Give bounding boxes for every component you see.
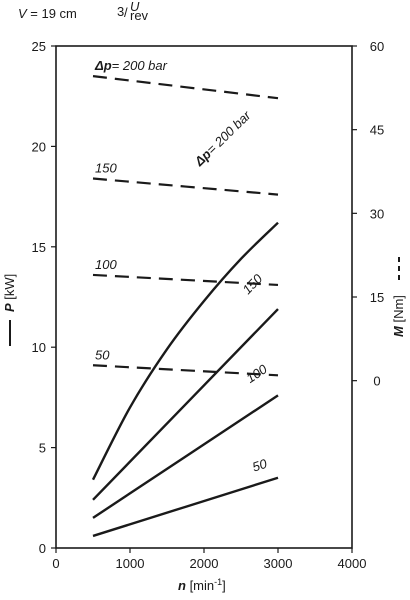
ticks: 0 1000 2000 3000 4000 0 5 10 15 20 25 0 15 30 45 60 bbox=[32, 39, 385, 571]
y-axis-right-label: M [Nm] bbox=[391, 254, 406, 337]
y-axis-left-unit: [kW] bbox=[2, 274, 17, 304]
x-tick-label: 3000 bbox=[264, 556, 293, 571]
torque-label-value: 50 bbox=[95, 347, 110, 362]
power-line-2 bbox=[92, 308, 279, 501]
y-left-tick-label: 10 bbox=[32, 340, 46, 355]
power-label-value: 50 bbox=[250, 456, 269, 475]
x-tick-label: 0 bbox=[52, 556, 59, 571]
y-left-tick-label: 5 bbox=[39, 441, 46, 456]
series bbox=[91, 75, 279, 538]
y-right-tick-label: 60 bbox=[370, 39, 384, 54]
y-left-tick-label: 20 bbox=[32, 139, 46, 154]
y-axis-left-label: P [kW] bbox=[2, 274, 17, 346]
torque-line-2 bbox=[92, 177, 279, 196]
torque-label-prefix: Δp bbox=[94, 58, 112, 73]
y-axis-right-unit: [Nm] bbox=[391, 295, 406, 326]
displacement-label: V = 19 cm bbox=[18, 6, 77, 21]
torque-label-value: 100 bbox=[95, 257, 117, 272]
power-label-value: 100 bbox=[243, 361, 270, 386]
power-label-value: 150 bbox=[239, 271, 265, 298]
torque-label-2: 150 bbox=[95, 161, 117, 176]
y-right-tick-label: 0 bbox=[373, 374, 380, 389]
displacement-value: = 19 cm bbox=[27, 6, 77, 21]
power-line-1 bbox=[92, 394, 279, 519]
x-tick-label: 1000 bbox=[116, 556, 145, 571]
x-axis-unit-exponent: -1 bbox=[214, 577, 222, 587]
displacement-unit-top: U bbox=[130, 0, 140, 14]
power-label-2: 150 bbox=[239, 271, 265, 298]
x-axis-unit: [min bbox=[186, 578, 214, 593]
displacement-unit-slash: / bbox=[124, 5, 128, 20]
power-label-value: = 200 bar bbox=[204, 107, 255, 157]
power-line-0 bbox=[92, 476, 279, 538]
power-label-0: 50 bbox=[250, 456, 269, 475]
y-axis-right-symbol: M bbox=[391, 325, 406, 337]
y-left-tick-label: 15 bbox=[32, 240, 46, 255]
y-right-tick-label: 15 bbox=[370, 290, 384, 305]
svg-text:M [Nm]: M [Nm] bbox=[391, 295, 406, 337]
power-label-1: 100 bbox=[243, 361, 270, 386]
torque-label-value: = 200 bar bbox=[112, 58, 168, 73]
y-right-tick-label: 45 bbox=[370, 123, 384, 138]
power-line-3 bbox=[91, 221, 279, 481]
y-left-tick-label: 25 bbox=[32, 39, 46, 54]
torque-label-0: 50 bbox=[95, 347, 110, 362]
y-left-tick-label: 0 bbox=[39, 541, 46, 556]
x-tick-label: 4000 bbox=[338, 556, 367, 571]
svg-text:P [kW]: P [kW] bbox=[2, 274, 17, 312]
torque-line-1 bbox=[92, 273, 279, 287]
x-tick-label: 2000 bbox=[190, 556, 219, 571]
torque-label-3: Δp= 200 bar bbox=[94, 58, 168, 73]
plot-frame bbox=[55, 45, 353, 549]
x-axis-symbol: n bbox=[178, 578, 186, 593]
displacement-unit-exponent: 3 bbox=[117, 4, 124, 19]
torque-line-0 bbox=[92, 364, 279, 377]
torque-line-3 bbox=[92, 75, 279, 100]
displacement-symbol: V bbox=[18, 6, 28, 21]
x-axis-unit-close: ] bbox=[222, 578, 226, 593]
y-axis-left-symbol: P bbox=[2, 303, 17, 312]
displacement-unit-bottom: rev bbox=[130, 8, 149, 23]
torque-label-value: 150 bbox=[95, 161, 117, 176]
power-label-3: Δp= 200 bar bbox=[191, 107, 254, 169]
torque-label-1: 100 bbox=[95, 257, 117, 272]
y-right-tick-label: 30 bbox=[370, 206, 384, 221]
x-axis-label: n [min-1] bbox=[178, 577, 226, 593]
